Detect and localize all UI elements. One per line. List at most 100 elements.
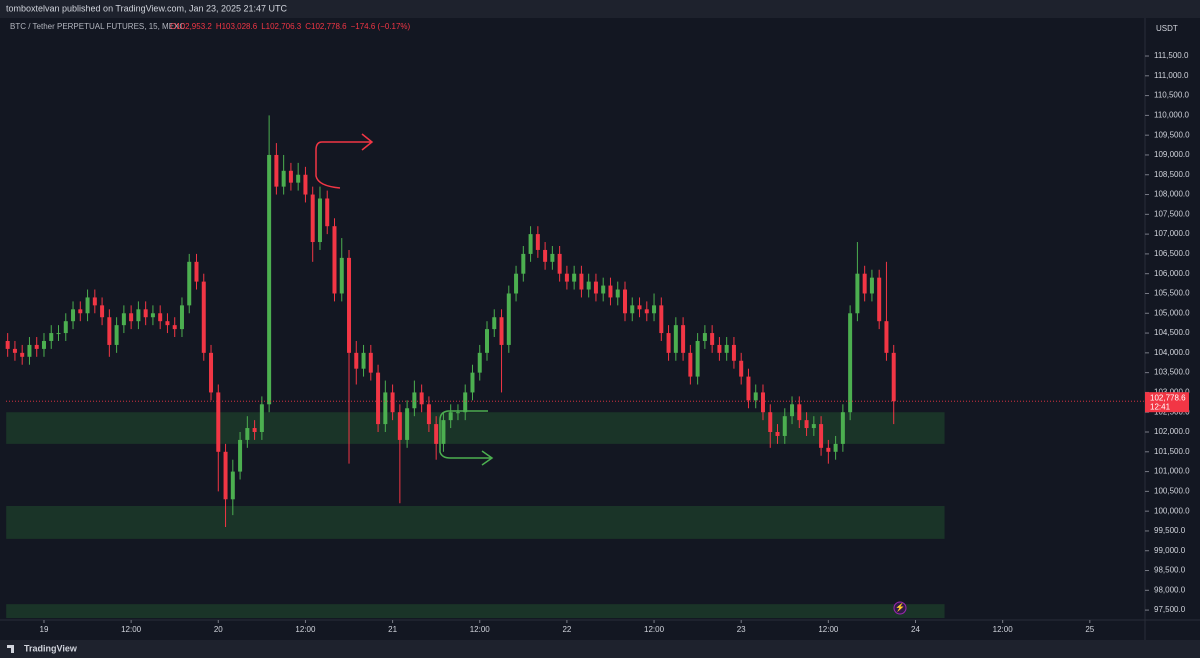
candle-body xyxy=(477,352,482,373)
candle-body xyxy=(412,392,417,409)
candle-body xyxy=(267,154,272,405)
candle-body xyxy=(695,340,700,377)
candle-body xyxy=(601,285,606,294)
y-tick-label: 106,000.0 xyxy=(1154,269,1190,278)
candle-body xyxy=(630,305,635,314)
candle-body xyxy=(201,281,206,353)
x-tick-label: 19 xyxy=(40,625,49,634)
candle-body xyxy=(216,392,221,452)
candle-body xyxy=(143,309,148,318)
candle-body xyxy=(855,273,860,314)
candle-body xyxy=(681,325,686,353)
candle-body xyxy=(593,281,598,294)
candle-body xyxy=(753,392,758,401)
candle-body xyxy=(760,392,765,413)
logo-icon xyxy=(7,645,14,653)
candle-body xyxy=(702,333,707,341)
candle-body xyxy=(485,329,490,353)
candle-body xyxy=(499,317,504,345)
candle-body xyxy=(884,321,889,353)
candle-body xyxy=(877,277,882,322)
ohlc-value: L102,706.3 xyxy=(261,22,302,31)
candle-body xyxy=(419,392,424,405)
candle-body xyxy=(637,305,642,310)
y-tick-label: 104,000.0 xyxy=(1154,348,1190,357)
candle-body xyxy=(492,317,497,330)
candle-body xyxy=(361,352,366,369)
candle-body xyxy=(288,170,293,183)
candle-body xyxy=(354,352,359,369)
candle-body xyxy=(187,261,192,306)
x-tick-label: 12:00 xyxy=(993,625,1014,634)
currency-label: USDT xyxy=(1156,24,1178,33)
y-tick-label: 105,000.0 xyxy=(1154,308,1190,317)
candle-body xyxy=(666,333,671,353)
candle-body xyxy=(405,408,410,440)
candle-body xyxy=(819,424,824,448)
candle-body xyxy=(731,344,736,361)
candle-body xyxy=(27,344,32,357)
x-tick-label: 22 xyxy=(562,625,571,634)
candle-body xyxy=(652,305,657,314)
x-tick-label: 12:00 xyxy=(644,625,665,634)
candle-body xyxy=(673,325,678,353)
y-tick-label: 109,000.0 xyxy=(1154,150,1190,159)
x-tick-label: 20 xyxy=(214,625,223,634)
x-tick-label: 12:00 xyxy=(295,625,316,634)
y-tick-label: 104,500.0 xyxy=(1154,328,1190,337)
y-tick-label: 99,500.0 xyxy=(1154,526,1186,535)
candle-body xyxy=(543,249,548,262)
candle-body xyxy=(782,416,787,436)
candle-body xyxy=(869,277,874,294)
candle-body xyxy=(209,352,214,393)
candles xyxy=(5,115,896,527)
candle-body xyxy=(12,348,17,353)
candle-body xyxy=(238,439,243,472)
candle-body xyxy=(100,305,105,318)
candle-body xyxy=(63,321,68,334)
y-tick-label: 103,000.0 xyxy=(1154,388,1190,397)
candle-body xyxy=(56,333,61,335)
candle-body xyxy=(790,404,795,417)
countdown: 12:41 xyxy=(1150,402,1171,411)
candle-body xyxy=(296,174,301,183)
y-tick-label: 97,500.0 xyxy=(1154,605,1186,614)
candle-body xyxy=(136,309,141,322)
candle-body xyxy=(223,451,228,500)
candle-body xyxy=(252,428,257,433)
candle-body xyxy=(332,226,337,294)
candle-body xyxy=(528,234,533,254)
candle-body xyxy=(506,293,511,345)
candle-body xyxy=(811,424,816,429)
symbol-title: BTC / Tether PERPETUAL FUTURES, 15, MEXC xyxy=(10,22,185,31)
candle-body xyxy=(622,289,627,314)
candle-body xyxy=(644,309,649,314)
candle-body xyxy=(317,198,322,243)
candle-body xyxy=(368,352,373,373)
candle-body xyxy=(557,253,562,274)
y-tick-label: 107,500.0 xyxy=(1154,209,1190,218)
candle-body xyxy=(325,198,330,227)
y-tick-label: 101,000.0 xyxy=(1154,467,1190,476)
candle-body xyxy=(376,372,381,425)
ohlc-value: C102,778.6 xyxy=(305,22,347,31)
candle-body xyxy=(775,432,780,436)
y-tick-label: 111,000.0 xyxy=(1154,71,1189,80)
candle-body xyxy=(347,257,352,353)
y-tick-label: 99,000.0 xyxy=(1154,546,1186,555)
candle-body xyxy=(891,352,896,402)
candle-body xyxy=(310,194,315,243)
y-tick-label: 103,500.0 xyxy=(1154,368,1190,377)
candle-body xyxy=(34,344,39,349)
candle-body xyxy=(434,424,439,444)
candle-body xyxy=(107,317,112,345)
ohlc-value: H103,028.6 xyxy=(216,22,258,31)
publish-note: tomboxtelvan published on TradingView.co… xyxy=(6,3,288,13)
candle-body xyxy=(230,471,235,500)
candle-body xyxy=(826,447,831,452)
candle-body xyxy=(572,273,577,282)
candle-body xyxy=(179,305,184,330)
candle-body xyxy=(862,273,867,294)
y-tick-label: 98,500.0 xyxy=(1154,566,1186,575)
